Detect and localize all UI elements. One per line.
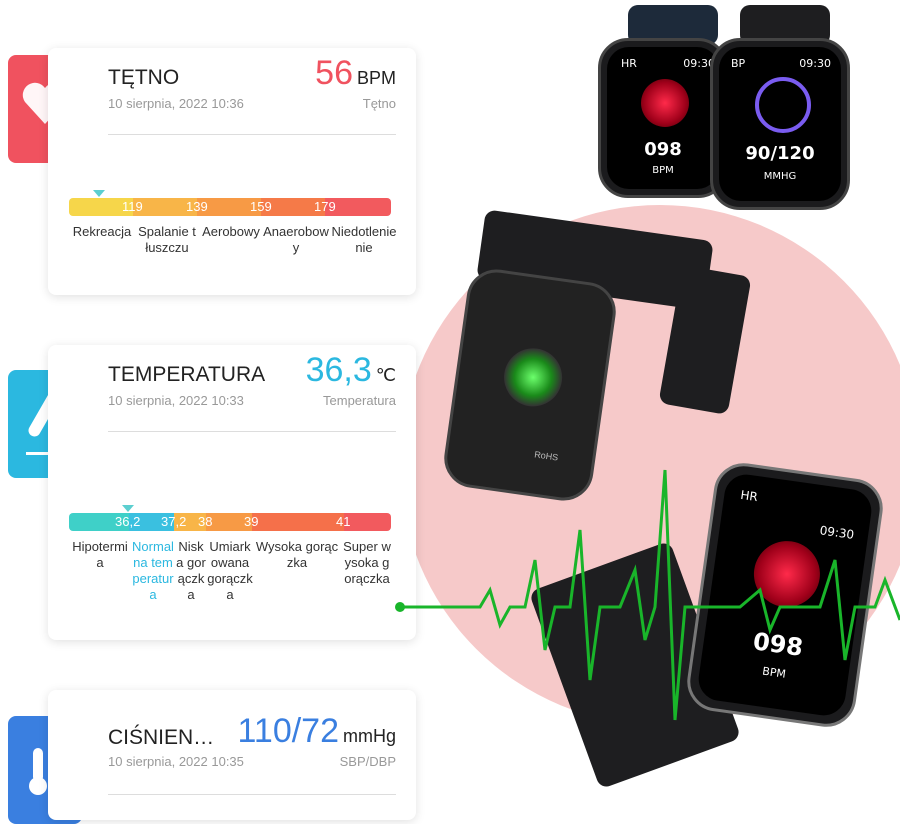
zone-segment bbox=[129, 513, 174, 531]
ecg-line bbox=[395, 469, 900, 721]
watch-label: HR bbox=[621, 57, 637, 70]
temperature-card[interactable]: TEMPERATURA 10 sierpnia, 2022 10:33 36,3… bbox=[48, 345, 416, 640]
tick-label: 179 bbox=[314, 199, 336, 214]
zone-segment bbox=[69, 513, 129, 531]
tick-label: 38 bbox=[198, 514, 213, 529]
pressure-value: 110/72 mmHg bbox=[238, 712, 396, 751]
zone-segment bbox=[252, 513, 344, 531]
thermometer-ring-icon bbox=[755, 77, 811, 133]
value: 36,3 bbox=[305, 351, 372, 389]
card-title: TEMPERATURA bbox=[108, 363, 266, 386]
zone-label: Wysoka gorączka bbox=[255, 539, 339, 570]
zone-label: Normalna temperatura bbox=[132, 539, 174, 602]
zone-segment bbox=[261, 198, 325, 216]
watch-value: 098 bbox=[644, 139, 682, 160]
divider bbox=[108, 431, 396, 432]
current-marker bbox=[93, 190, 105, 197]
divider bbox=[108, 134, 396, 135]
value: 110/72 bbox=[237, 712, 339, 750]
zone-segment bbox=[325, 198, 391, 216]
zone-label: Niska gorączka bbox=[176, 539, 206, 602]
heart-rate-value: 56 BPM bbox=[315, 54, 396, 93]
unit: ℃ bbox=[375, 365, 396, 385]
heart-rate-zone-bar bbox=[69, 198, 391, 216]
zone-segment bbox=[69, 198, 133, 216]
watch-label: BP bbox=[731, 57, 746, 70]
watch-unit: MMHG bbox=[763, 171, 797, 182]
zone-label: Aerobowy bbox=[202, 224, 260, 239]
zone-label: Hipotermia bbox=[72, 539, 128, 570]
watch-hr: HR 09:30 098 BPM bbox=[598, 38, 728, 198]
blood-pressure-card[interactable]: CIŚNIEN… 10 sierpnia, 2022 10:35 110/72 m… bbox=[48, 690, 416, 820]
zone-segment bbox=[206, 513, 252, 531]
card-subtitle: SBP/DBP bbox=[339, 754, 396, 769]
zone-label: Anaerobowy bbox=[263, 224, 329, 255]
tick-label: 39 bbox=[244, 514, 259, 529]
zone-label: Niedotlenienie bbox=[331, 224, 397, 255]
tick-label: 139 bbox=[186, 199, 208, 214]
zone-label: Super wysoka gorączka bbox=[343, 539, 391, 586]
unit: BPM bbox=[356, 68, 396, 88]
watch-time: 09:30 bbox=[683, 57, 715, 70]
tick-label: 41 bbox=[336, 514, 351, 529]
watch-screen: HR 09:30 098 BPM bbox=[607, 47, 719, 189]
watch-bp: BP 09:30 90/120 MMHG bbox=[710, 38, 850, 210]
zone-segment bbox=[174, 513, 206, 531]
card-date: 10 sierpnia, 2022 10:36 bbox=[108, 96, 244, 111]
card-title: CIŚNIEN… bbox=[108, 726, 215, 749]
unit: mmHg bbox=[343, 726, 396, 746]
zone-label: Spalanie tłuszczu bbox=[138, 224, 196, 255]
card-title: TĘTNO bbox=[108, 66, 180, 89]
card-date: 10 sierpnia, 2022 10:35 bbox=[108, 754, 244, 769]
tick-label: 159 bbox=[250, 199, 272, 214]
zone-labels: Rekreacja Spalanie tłuszczu Aerobowy Ana… bbox=[69, 224, 399, 256]
watch-value: 90/120 bbox=[745, 143, 815, 164]
temperature-value: 36,3 ℃ bbox=[306, 351, 396, 390]
zone-label: Umiarkowana gorączka bbox=[207, 539, 253, 602]
watch-unit: BPM bbox=[652, 165, 674, 176]
heart-pulse-icon bbox=[641, 79, 689, 127]
tick-label: 36,2 bbox=[115, 514, 141, 529]
card-subtitle: Tętno bbox=[362, 96, 396, 111]
value: 56 bbox=[315, 54, 353, 92]
current-marker bbox=[122, 505, 134, 512]
watch-screen: BP 09:30 90/120 MMHG bbox=[719, 47, 841, 201]
zone-segment bbox=[344, 513, 391, 531]
zone-labels: Hipotermia Normalna temperatura Niska go… bbox=[69, 539, 399, 603]
tick-label: 119 bbox=[122, 199, 143, 214]
card-subtitle: Temperatura bbox=[323, 393, 396, 408]
zone-segment bbox=[133, 198, 197, 216]
divider bbox=[108, 794, 396, 795]
zone-label: Rekreacja bbox=[72, 224, 132, 239]
card-date: 10 sierpnia, 2022 10:33 bbox=[108, 393, 244, 408]
temperature-zone-bar bbox=[69, 513, 391, 531]
heart-rate-card[interactable]: TĘTNO 10 sierpnia, 2022 10:36 56 BPM Tętn… bbox=[48, 48, 416, 295]
tick-label: 37,2 bbox=[161, 514, 187, 529]
watch-time: 09:30 bbox=[799, 57, 831, 70]
zone-segment bbox=[197, 198, 261, 216]
